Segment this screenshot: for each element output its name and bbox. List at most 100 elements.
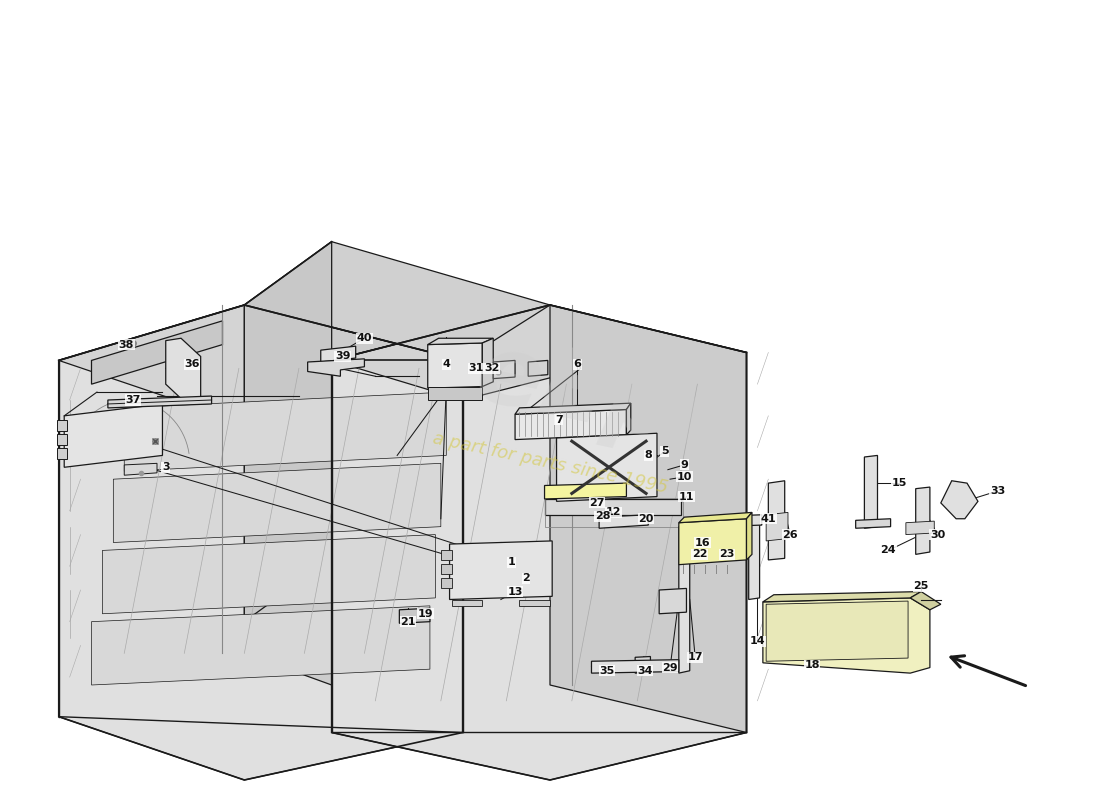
Polygon shape bbox=[679, 513, 752, 522]
Text: 9: 9 bbox=[680, 460, 689, 470]
Text: 26: 26 bbox=[782, 530, 797, 539]
Polygon shape bbox=[56, 420, 67, 431]
Polygon shape bbox=[91, 321, 222, 384]
Text: 11: 11 bbox=[679, 491, 694, 502]
Polygon shape bbox=[716, 514, 762, 526]
Polygon shape bbox=[244, 305, 463, 733]
Polygon shape bbox=[332, 305, 681, 400]
Polygon shape bbox=[308, 359, 364, 376]
Polygon shape bbox=[482, 338, 493, 386]
Text: 18: 18 bbox=[804, 660, 820, 670]
Polygon shape bbox=[749, 518, 760, 599]
Text: 35: 35 bbox=[600, 666, 615, 676]
Text: 41: 41 bbox=[760, 514, 777, 524]
Text: 1: 1 bbox=[508, 558, 516, 567]
Polygon shape bbox=[102, 534, 436, 614]
Text: 40: 40 bbox=[356, 334, 372, 343]
Polygon shape bbox=[399, 608, 430, 623]
Text: 20: 20 bbox=[638, 514, 653, 524]
Text: 19: 19 bbox=[418, 609, 433, 618]
Polygon shape bbox=[528, 361, 548, 376]
Polygon shape bbox=[747, 513, 752, 560]
Polygon shape bbox=[108, 396, 211, 408]
Polygon shape bbox=[626, 403, 630, 435]
Text: 5: 5 bbox=[661, 446, 669, 457]
Text: 32: 32 bbox=[484, 363, 499, 374]
Polygon shape bbox=[58, 305, 463, 780]
Text: 17: 17 bbox=[688, 652, 703, 662]
Polygon shape bbox=[493, 361, 515, 378]
Text: 30: 30 bbox=[930, 530, 945, 539]
Text: 4: 4 bbox=[442, 359, 450, 370]
Text: 29: 29 bbox=[662, 662, 678, 673]
Polygon shape bbox=[763, 598, 930, 673]
Text: 15: 15 bbox=[892, 478, 907, 488]
Polygon shape bbox=[550, 305, 747, 733]
Polygon shape bbox=[766, 601, 909, 662]
Polygon shape bbox=[332, 305, 747, 780]
Text: 12: 12 bbox=[606, 507, 621, 518]
Text: 37: 37 bbox=[125, 395, 141, 405]
Polygon shape bbox=[906, 521, 934, 534]
Polygon shape bbox=[428, 343, 482, 388]
Polygon shape bbox=[544, 483, 626, 499]
Polygon shape bbox=[56, 434, 67, 445]
Text: 27: 27 bbox=[590, 498, 605, 508]
Text: 31: 31 bbox=[469, 363, 484, 374]
Text: 36: 36 bbox=[184, 359, 200, 370]
Polygon shape bbox=[124, 392, 447, 471]
Text: 13: 13 bbox=[507, 586, 522, 597]
Polygon shape bbox=[428, 338, 493, 345]
Text: 38: 38 bbox=[119, 339, 134, 350]
Polygon shape bbox=[441, 578, 452, 589]
Polygon shape bbox=[58, 305, 386, 416]
Polygon shape bbox=[56, 448, 67, 459]
Polygon shape bbox=[244, 242, 332, 622]
Polygon shape bbox=[865, 455, 878, 528]
Text: 34: 34 bbox=[637, 666, 652, 676]
Polygon shape bbox=[600, 514, 648, 528]
Polygon shape bbox=[441, 550, 452, 560]
Text: 16: 16 bbox=[695, 538, 711, 547]
Text: 2: 2 bbox=[522, 573, 530, 583]
Text: 28: 28 bbox=[595, 511, 610, 522]
Polygon shape bbox=[113, 463, 441, 542]
Text: 24: 24 bbox=[881, 546, 896, 555]
Polygon shape bbox=[592, 660, 679, 673]
Text: 8: 8 bbox=[645, 450, 652, 461]
Polygon shape bbox=[515, 410, 626, 439]
Polygon shape bbox=[519, 599, 550, 606]
Polygon shape bbox=[766, 513, 788, 541]
Text: 25: 25 bbox=[913, 581, 928, 591]
Text: 3: 3 bbox=[162, 462, 169, 472]
Polygon shape bbox=[515, 403, 630, 414]
Text: eEpc: eEpc bbox=[468, 327, 741, 473]
Polygon shape bbox=[452, 599, 482, 606]
Polygon shape bbox=[321, 346, 355, 362]
Polygon shape bbox=[428, 387, 482, 400]
Text: 6: 6 bbox=[573, 359, 581, 370]
Text: 39: 39 bbox=[334, 351, 350, 362]
Text: 21: 21 bbox=[400, 617, 416, 626]
Text: 23: 23 bbox=[719, 550, 735, 559]
Polygon shape bbox=[679, 525, 690, 673]
Polygon shape bbox=[768, 481, 784, 560]
Polygon shape bbox=[557, 434, 657, 502]
Polygon shape bbox=[124, 463, 157, 475]
Polygon shape bbox=[544, 499, 681, 514]
Text: 22: 22 bbox=[692, 550, 707, 559]
Polygon shape bbox=[679, 518, 747, 565]
Text: 33: 33 bbox=[990, 486, 1005, 496]
Polygon shape bbox=[910, 591, 940, 610]
Text: 7: 7 bbox=[554, 414, 562, 425]
Polygon shape bbox=[441, 564, 452, 574]
Polygon shape bbox=[856, 518, 891, 528]
Polygon shape bbox=[166, 338, 200, 402]
Polygon shape bbox=[635, 657, 650, 673]
Text: a part for parts since 1995: a part for parts since 1995 bbox=[431, 430, 669, 497]
Polygon shape bbox=[64, 404, 163, 467]
Polygon shape bbox=[940, 481, 978, 518]
Polygon shape bbox=[659, 589, 686, 614]
Polygon shape bbox=[763, 591, 921, 602]
Text: 10: 10 bbox=[676, 472, 692, 482]
